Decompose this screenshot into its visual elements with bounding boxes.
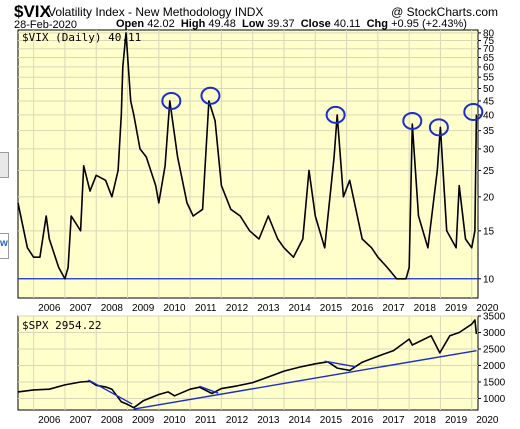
brand-watermark[interactable]: @ StockCharts.com <box>391 5 498 19</box>
y-tick-label: 45 <box>483 96 495 107</box>
x-tick-label: 2018 <box>414 303 437 314</box>
open-label: Open <box>116 18 145 30</box>
x-tick-label: 2018 <box>414 415 437 426</box>
spike-circle-annotation <box>463 102 484 121</box>
x-tick-label: 2010 <box>163 415 186 426</box>
chg-value: +0.95 (+2.43%) <box>391 18 467 30</box>
x-tick-label: 2009 <box>132 303 155 314</box>
y-tick-label: 70 <box>483 44 495 55</box>
x-tick-label: 2009 <box>132 415 155 426</box>
x-tick-label: 2012 <box>226 303 249 314</box>
x-tick-label: 2012 <box>226 415 249 426</box>
x-tick-label: 2016 <box>351 415 374 426</box>
spike-circle-annotation <box>428 118 449 137</box>
x-tick-label: 2011 <box>195 303 217 314</box>
y-tick-label: 75 <box>483 36 495 47</box>
quote-values: Open 42.02 High 49.48 Low 39.37 Close 40… <box>116 18 467 30</box>
y-tick-label: 3000 <box>483 328 506 339</box>
close-label: Close <box>300 18 331 30</box>
x-tick-label: 2014 <box>289 415 312 426</box>
high-value: 49.48 <box>208 18 236 30</box>
side-tab-weekly[interactable] <box>0 233 9 259</box>
x-tick-label: 2019 <box>445 303 468 314</box>
x-tick-label: 2019 <box>445 415 468 426</box>
y-tick-label: 2000 <box>483 361 506 372</box>
x-tick-label: 2013 <box>257 303 280 314</box>
spike-circle-annotation <box>200 86 221 105</box>
x-tick-label: 2016 <box>351 303 374 314</box>
x-tick-label: 2017 <box>382 415 405 426</box>
vix-series-label: $VIX (Daily) 40.11 <box>22 31 142 44</box>
side-tab-collapse[interactable] <box>0 152 9 178</box>
high-label: High <box>180 18 206 30</box>
spx-price-line <box>17 319 478 409</box>
y-tick-label: 10 <box>483 274 495 285</box>
x-tick-label: 2007 <box>69 415 92 426</box>
x-tick-label: 2013 <box>257 415 280 426</box>
x-tick-label: 2020 <box>476 303 499 314</box>
y-tick-label: 1500 <box>483 377 506 388</box>
y-tick-label: 30 <box>483 144 495 155</box>
x-tick-label: 2008 <box>101 415 124 426</box>
spike-circle-annotation <box>325 105 346 124</box>
chg-label: Chg <box>366 18 388 30</box>
trend-line <box>199 385 219 394</box>
vix-price-line <box>17 32 478 280</box>
spike-circle-annotation <box>402 111 423 130</box>
x-tick-label: 2020 <box>476 415 499 426</box>
y-tick-label: 15 <box>483 226 495 237</box>
x-tick-label: 2006 <box>38 303 61 314</box>
y-tick-label: 60 <box>483 62 495 73</box>
x-tick-label: 2011 <box>195 415 217 426</box>
x-tick-label: 2010 <box>163 303 186 314</box>
index-name: Volatility Index - New Methodology INDX <box>48 5 264 19</box>
y-tick-label: 20 <box>483 192 495 203</box>
y-tick-label: 80 <box>483 28 495 39</box>
y-tick-label: 55 <box>483 73 495 84</box>
x-tick-label: 2015 <box>320 303 343 314</box>
spx-series-label: $SPX 2954.22 <box>22 319 102 332</box>
low-value: 39.37 <box>267 18 295 30</box>
symbol-title: $VIX <box>14 2 51 21</box>
spike-circle-annotation <box>161 91 182 110</box>
vix-pane: 2006 2007 2008 2009 2010 2011 2012 2013 2014 2015… <box>17 28 499 314</box>
low-label: Low <box>242 18 265 30</box>
x-tick-label: 2017 <box>382 303 405 314</box>
y-tick-label: 25 <box>483 166 495 177</box>
x-tick-label: 2006 <box>38 415 61 426</box>
y-tick-label: 3500 <box>483 312 506 323</box>
close-value: 40.11 <box>333 18 361 30</box>
x-tick-label: 2015 <box>320 415 343 426</box>
y-tick-label: 1000 <box>483 394 506 405</box>
x-tick-label: 2014 <box>289 303 312 314</box>
vix-plot-area <box>17 29 479 299</box>
trend-line <box>133 349 477 410</box>
trend-line <box>324 360 357 368</box>
spx-pane: 2006 2007 2008 2009 2010 2011 2012 2013 2014 2015… <box>17 312 506 426</box>
trend-line <box>88 379 133 405</box>
open-value: 42.02 <box>147 18 175 30</box>
quote-date: 28-Feb-2020 <box>14 19 77 31</box>
y-tick-label: 40 <box>483 110 495 121</box>
x-tick-label: 2007 <box>69 303 92 314</box>
y-tick-label: 2500 <box>483 344 506 355</box>
x-tick-label: 2008 <box>101 303 124 314</box>
y-tick-label: 50 <box>483 84 495 95</box>
y-tick-label: 65 <box>483 53 495 64</box>
y-tick-label: 35 <box>483 126 495 137</box>
